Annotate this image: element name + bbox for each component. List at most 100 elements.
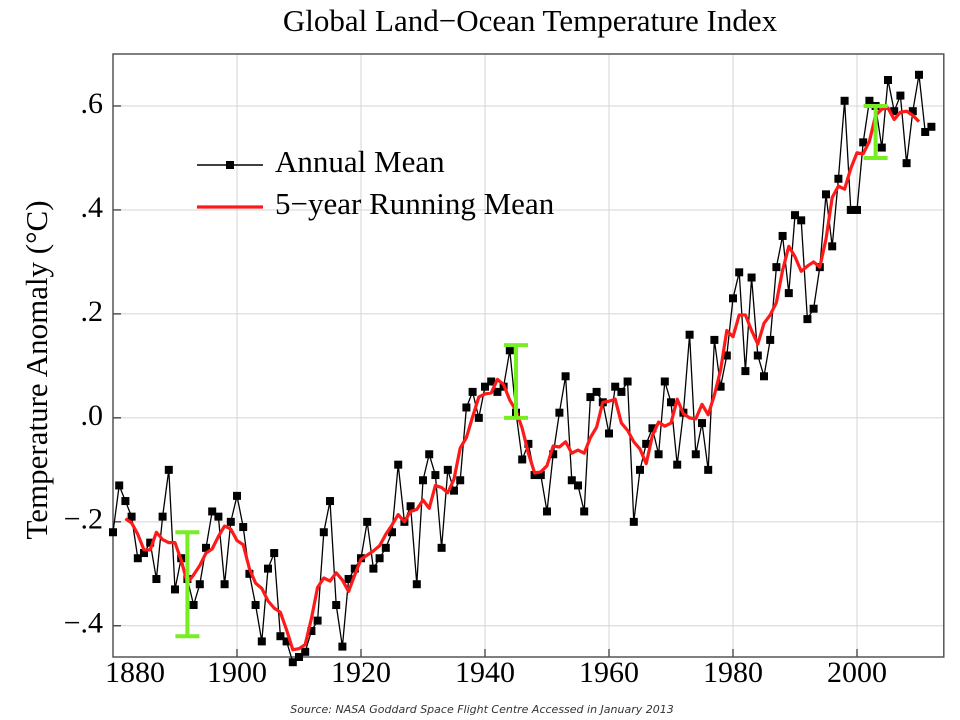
legend-marker bbox=[226, 161, 234, 169]
data-point bbox=[443, 465, 452, 474]
data-point bbox=[642, 439, 651, 448]
data-point bbox=[115, 481, 124, 490]
data-point bbox=[257, 637, 266, 646]
y-tick-label: −.4 bbox=[64, 607, 103, 640]
data-point bbox=[890, 107, 899, 116]
data-point bbox=[307, 627, 316, 636]
x-tick-label: 2000 bbox=[827, 656, 887, 689]
data-point bbox=[412, 580, 421, 589]
data-point bbox=[487, 377, 496, 386]
data-point bbox=[691, 450, 700, 459]
y-tick-label: .0 bbox=[81, 399, 104, 432]
data-point bbox=[760, 372, 768, 381]
data-point bbox=[722, 351, 731, 360]
plot-area bbox=[113, 54, 944, 657]
data-point bbox=[195, 580, 204, 589]
data-point bbox=[853, 205, 861, 214]
data-point bbox=[326, 497, 334, 506]
data-point bbox=[735, 268, 744, 277]
data-point bbox=[214, 512, 223, 521]
data-point bbox=[524, 439, 533, 448]
plot-frame bbox=[112, 53, 945, 658]
data-point bbox=[915, 70, 923, 79]
data-point bbox=[766, 335, 775, 344]
data-point bbox=[704, 465, 713, 474]
legend-label: 5−year Running Mean bbox=[275, 186, 555, 221]
data-point bbox=[171, 585, 179, 594]
data-point bbox=[660, 377, 669, 386]
data-point bbox=[648, 424, 657, 433]
data-point bbox=[301, 647, 310, 656]
data-point bbox=[859, 138, 868, 147]
data-point bbox=[822, 190, 830, 199]
data-point bbox=[623, 377, 632, 386]
data-point bbox=[896, 91, 905, 100]
data-point bbox=[902, 159, 911, 168]
data-point bbox=[288, 658, 297, 667]
data-point bbox=[109, 528, 117, 537]
data-point bbox=[282, 637, 291, 646]
data-point bbox=[350, 564, 359, 573]
data-point bbox=[828, 242, 837, 251]
data-point bbox=[276, 632, 285, 641]
data-point bbox=[797, 216, 806, 225]
data-point bbox=[450, 486, 458, 495]
data-point bbox=[592, 387, 601, 396]
y-tick-label: .6 bbox=[81, 87, 104, 120]
data-point bbox=[791, 211, 799, 220]
data-point bbox=[716, 382, 725, 391]
x-tick-label: 1980 bbox=[703, 656, 763, 689]
data-point bbox=[685, 330, 694, 339]
data-point bbox=[927, 122, 936, 131]
chart-title: Global Land−Ocean Temperature Index bbox=[283, 3, 778, 38]
x-tick-label: 1940 bbox=[455, 656, 515, 689]
data-point bbox=[555, 408, 564, 417]
data-point bbox=[803, 315, 812, 324]
data-point bbox=[375, 554, 384, 563]
data-point bbox=[846, 205, 855, 214]
data-point bbox=[580, 507, 589, 516]
data-point bbox=[189, 601, 198, 610]
data-point bbox=[778, 231, 787, 240]
uncertainty-bar bbox=[175, 530, 200, 639]
data-point bbox=[729, 294, 737, 303]
data-point bbox=[233, 491, 241, 500]
data-point bbox=[431, 471, 440, 480]
x-tick-label: 1900 bbox=[207, 656, 267, 689]
data-point bbox=[437, 543, 446, 552]
data-point bbox=[605, 429, 613, 438]
data-point bbox=[388, 528, 396, 537]
data-point bbox=[561, 372, 570, 381]
data-point bbox=[840, 96, 849, 105]
data-point bbox=[468, 387, 477, 396]
data-point bbox=[567, 476, 576, 485]
uncertainty-bar bbox=[504, 343, 528, 420]
series-line bbox=[124, 106, 921, 652]
data-point bbox=[710, 335, 719, 344]
data-point bbox=[202, 543, 210, 552]
x-tick-label: 1960 bbox=[579, 656, 639, 689]
y-tick-label: .2 bbox=[81, 295, 104, 328]
data-point bbox=[741, 367, 750, 376]
data-point bbox=[474, 413, 483, 422]
data-point bbox=[772, 263, 781, 272]
data-point bbox=[586, 393, 595, 402]
data-point bbox=[747, 273, 756, 282]
data-point bbox=[338, 642, 347, 651]
data-point bbox=[363, 517, 372, 526]
data-point bbox=[877, 143, 886, 152]
data-point bbox=[753, 351, 762, 360]
data-point bbox=[809, 304, 818, 313]
data-point bbox=[784, 289, 793, 298]
data-point bbox=[270, 549, 279, 558]
data-point bbox=[574, 481, 582, 490]
x-tick-label: 1880 bbox=[105, 656, 165, 689]
data-point bbox=[264, 564, 272, 573]
source-note: Source: NASA Goddard Space Flight Centre… bbox=[290, 703, 674, 716]
data-point bbox=[611, 382, 620, 391]
data-point bbox=[220, 580, 229, 589]
data-point bbox=[536, 471, 545, 480]
data-point bbox=[319, 528, 328, 537]
data-point bbox=[425, 450, 434, 459]
data-point bbox=[629, 517, 638, 526]
